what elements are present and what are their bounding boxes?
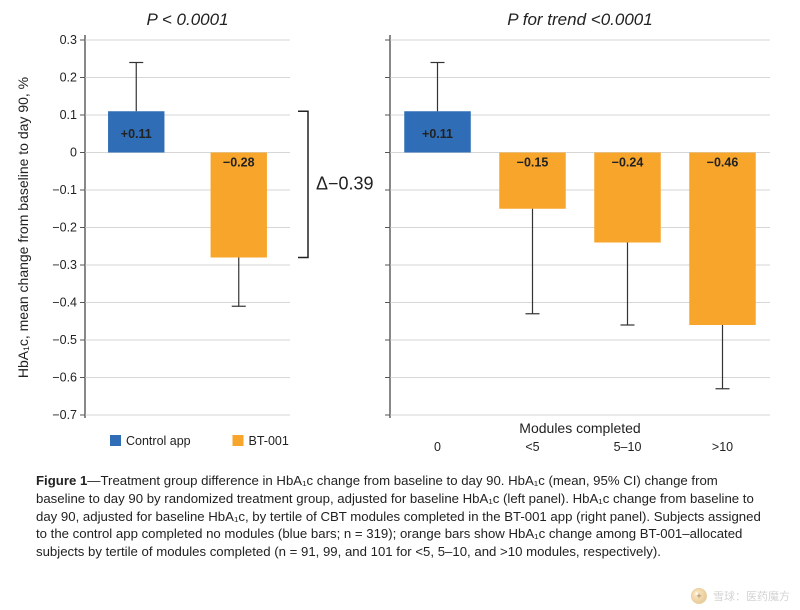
bar-value-label: −0.46: [707, 156, 739, 170]
right-panel-bar: [689, 153, 756, 326]
legend-swatch: [233, 435, 244, 446]
figure-container: HbA₁c, mean change from baseline to day …: [0, 0, 800, 610]
y-tick-label: 0.3: [60, 33, 77, 47]
bar-value-label: +0.11: [121, 127, 152, 141]
y-tick-label: 0: [70, 146, 77, 160]
y-axis-title: HbA₁c, mean change from baseline to day …: [15, 77, 31, 378]
watermark: ✦ 雪球：医药魔方: [691, 588, 790, 604]
right-panel-title: P for trend <0.0001: [507, 10, 652, 29]
figure-caption-label: Figure 1: [36, 473, 87, 488]
bar-value-label: −0.28: [223, 156, 255, 170]
y-tick-label: −0.3: [52, 258, 77, 272]
y-tick-label: −0.7: [52, 408, 77, 422]
chart-svg: HbA₁c, mean change from baseline to day …: [0, 0, 800, 470]
y-tick-label: −0.4: [52, 296, 77, 310]
delta-label: Δ−0.39: [316, 173, 374, 193]
legend-swatch: [110, 435, 121, 446]
x-tick-label: 0: [434, 440, 441, 454]
bar-value-label: −0.15: [517, 156, 549, 170]
bar-value-label: −0.24: [612, 156, 644, 170]
watermark-icon: ✦: [691, 588, 707, 604]
watermark-text: 雪球：医药魔方: [713, 588, 790, 604]
bar-value-label: +0.11: [422, 127, 453, 141]
figure-caption-body: —Treatment group difference in HbA₁c cha…: [36, 473, 761, 559]
legend-label: BT-001: [249, 434, 289, 448]
x-tick-label: <5: [525, 440, 539, 454]
x-tick-label: >10: [712, 440, 733, 454]
y-tick-label: 0.1: [60, 108, 77, 122]
figure-caption: Figure 1—Treatment group difference in H…: [36, 472, 764, 561]
x-axis-title: Modules completed: [519, 420, 640, 436]
y-tick-label: −0.1: [52, 183, 77, 197]
left-panel-title: P < 0.0001: [146, 10, 228, 29]
legend-label: Control app: [126, 434, 191, 448]
y-tick-label: −0.5: [52, 333, 77, 347]
x-tick-label: 5–10: [614, 440, 642, 454]
delta-bracket: [298, 111, 308, 257]
y-tick-label: 0.2: [60, 71, 77, 85]
y-tick-label: −0.6: [52, 371, 77, 385]
y-tick-label: −0.2: [52, 221, 77, 235]
